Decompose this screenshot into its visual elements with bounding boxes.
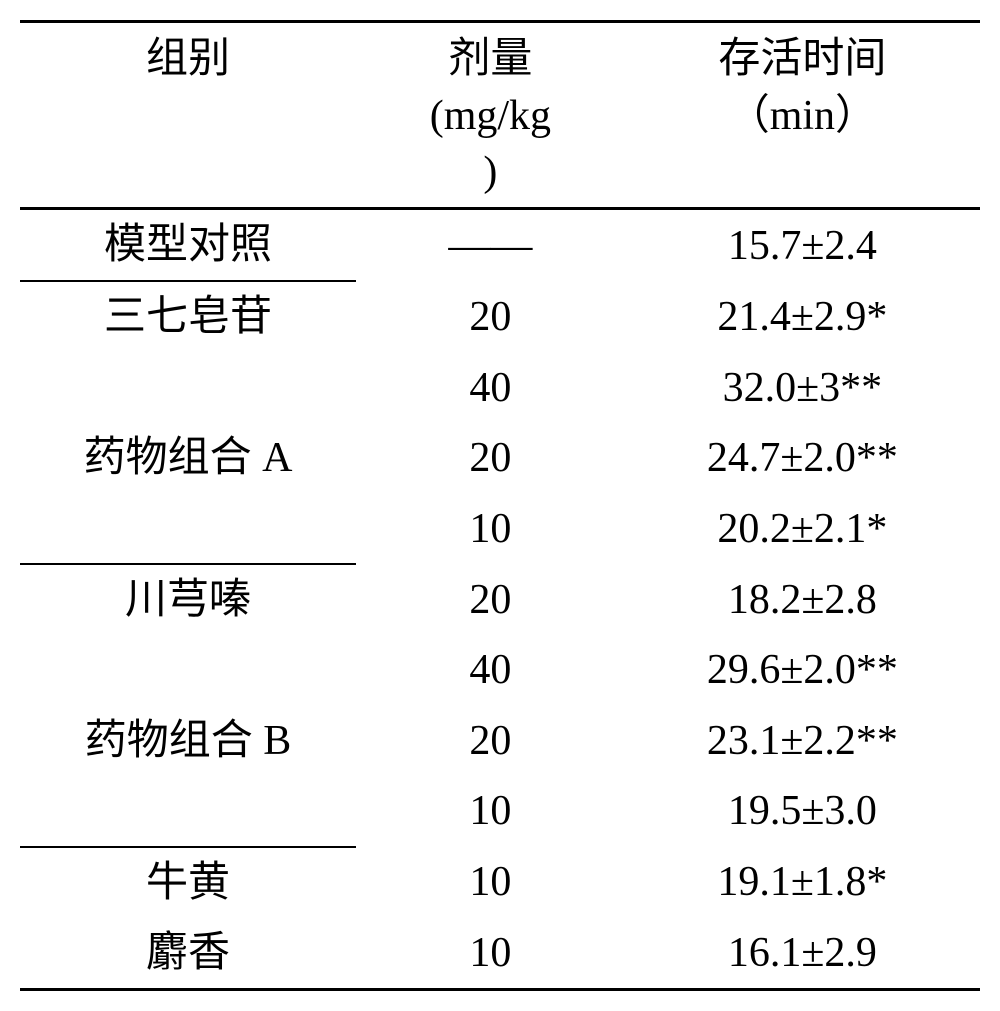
header-dose-line3: ) <box>483 149 497 195</box>
cell-dose: 10 <box>356 847 625 918</box>
header-dose-line1: 剂量 <box>448 36 532 82</box>
cell-group: 麝香 <box>20 918 356 990</box>
header-survival-line1: 存活时间 <box>718 36 886 82</box>
cell-dose: 20 <box>356 706 625 776</box>
cell-group <box>20 776 356 846</box>
cell-survival: 18.2±2.8 <box>625 564 980 635</box>
cell-dose: 20 <box>356 564 625 635</box>
cell-survival: 24.7±2.0** <box>625 423 980 493</box>
table-row: 药物组合 B2023.1±2.2** <box>20 706 980 776</box>
cell-dose: 10 <box>356 776 625 846</box>
cell-dose: —— <box>356 209 625 282</box>
table-row: 三七皂苷2021.4±2.9* <box>20 281 980 352</box>
cell-survival: 23.1±2.2** <box>625 706 980 776</box>
cell-group: 三七皂苷 <box>20 281 356 352</box>
cell-group <box>20 353 356 423</box>
table-row: 药物组合 A2024.7±2.0** <box>20 423 980 493</box>
cell-survival: 19.5±3.0 <box>625 776 980 846</box>
cell-survival: 15.7±2.4 <box>625 209 980 282</box>
cell-dose: 10 <box>356 918 625 990</box>
cell-group: 药物组合 A <box>20 423 356 493</box>
header-dose: 剂量 (mg/kg ) <box>356 22 625 209</box>
cell-dose: 40 <box>356 635 625 705</box>
header-survival: 存活时间 （min） <box>625 22 980 209</box>
cell-survival: 29.6±2.0** <box>625 635 980 705</box>
cell-group: 模型对照 <box>20 209 356 282</box>
header-group-label: 组别 <box>146 36 230 82</box>
table-row: 川芎嗪2018.2±2.8 <box>20 564 980 635</box>
table-row: 1019.5±3.0 <box>20 776 980 846</box>
header-dose-line2: (mg/kg <box>430 93 551 139</box>
cell-group <box>20 635 356 705</box>
data-table: 组别 剂量 (mg/kg ) 存活时间 （min） 模型对照——15.7±2.4… <box>20 20 980 991</box>
cell-dose: 20 <box>356 281 625 352</box>
cell-dose: 40 <box>356 353 625 423</box>
table-row: 牛黄1019.1±1.8* <box>20 847 980 918</box>
cell-survival: 19.1±1.8* <box>625 847 980 918</box>
table-row: 麝香1016.1±2.9 <box>20 918 980 990</box>
header-survival-line2: （min） <box>728 93 877 139</box>
cell-survival: 20.2±2.1* <box>625 494 980 564</box>
table-row: 4032.0±3** <box>20 353 980 423</box>
table-body: 模型对照——15.7±2.4三七皂苷2021.4±2.9*4032.0±3**药… <box>20 209 980 990</box>
cell-group: 药物组合 B <box>20 706 356 776</box>
table-row: 模型对照——15.7±2.4 <box>20 209 980 282</box>
cell-survival: 16.1±2.9 <box>625 918 980 990</box>
cell-survival: 32.0±3** <box>625 353 980 423</box>
header-group: 组别 <box>20 22 356 209</box>
data-table-container: 组别 剂量 (mg/kg ) 存活时间 （min） 模型对照——15.7±2.4… <box>20 20 980 991</box>
cell-dose: 10 <box>356 494 625 564</box>
cell-dose: 20 <box>356 423 625 493</box>
cell-survival: 21.4±2.9* <box>625 281 980 352</box>
cell-group: 牛黄 <box>20 847 356 918</box>
table-row: 1020.2±2.1* <box>20 494 980 564</box>
table-row: 4029.6±2.0** <box>20 635 980 705</box>
cell-group <box>20 494 356 564</box>
cell-group: 川芎嗪 <box>20 564 356 635</box>
table-header-row: 组别 剂量 (mg/kg ) 存活时间 （min） <box>20 22 980 209</box>
